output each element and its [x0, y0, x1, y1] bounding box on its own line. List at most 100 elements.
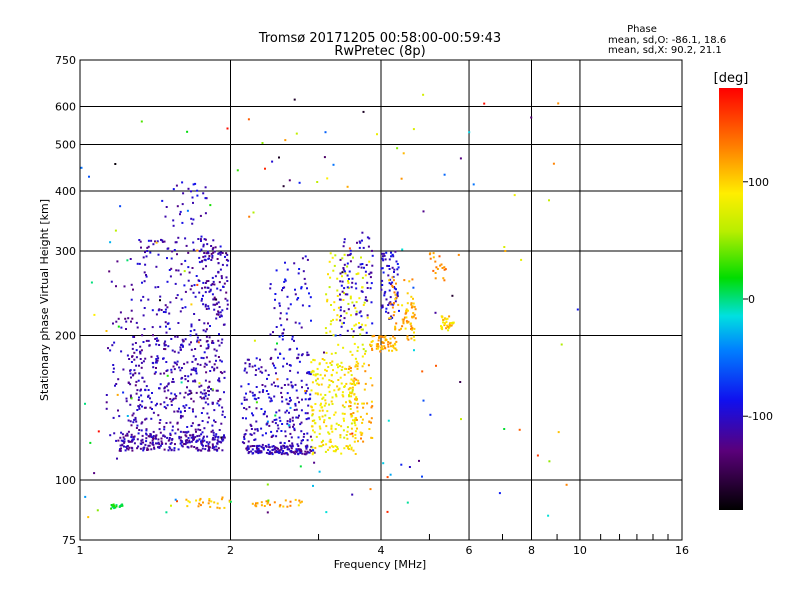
- echo-point: [203, 322, 206, 325]
- echo-point: [129, 372, 132, 375]
- echo-point: [278, 302, 281, 305]
- echo-point: [339, 309, 342, 312]
- echo-point: [175, 184, 178, 187]
- echo-point: [269, 400, 272, 403]
- echo-point: [361, 263, 364, 265]
- echo-point: [170, 371, 173, 374]
- echo-point: [274, 446, 277, 449]
- echo-point: [265, 500, 268, 503]
- echo-point: [121, 444, 124, 447]
- echo-point: [253, 393, 256, 396]
- echo-point: [255, 386, 258, 388]
- echo-point: [137, 445, 140, 448]
- echo-point: [171, 398, 174, 401]
- colorbar-label: [deg]: [714, 71, 749, 86]
- echo-point: [369, 488, 372, 491]
- echo-point: [141, 376, 144, 379]
- echo-point: [361, 402, 364, 405]
- echo-point: [342, 417, 345, 420]
- echo-point: [355, 363, 358, 366]
- echo-point: [388, 289, 391, 292]
- echo-point: [175, 395, 178, 397]
- echo-point: [226, 127, 229, 130]
- echo-point: [284, 430, 287, 433]
- echo-point: [503, 428, 506, 430]
- echo-point: [368, 420, 371, 423]
- echo-point: [211, 445, 214, 448]
- echo-point: [218, 440, 221, 443]
- echo-point: [403, 279, 406, 282]
- echo-point: [364, 350, 367, 353]
- echo-point: [316, 373, 319, 376]
- echo-point: [325, 351, 328, 354]
- echo-point: [217, 262, 220, 265]
- echo-point: [255, 357, 258, 360]
- echo-point: [363, 388, 366, 391]
- echo-point: [153, 447, 156, 450]
- echo-point: [383, 336, 386, 339]
- echo-point: [364, 298, 367, 301]
- echo-point: [190, 323, 193, 326]
- echo-point: [142, 449, 145, 452]
- echo-point: [278, 304, 281, 307]
- echo-point: [201, 287, 204, 290]
- echo-point: [164, 308, 167, 311]
- echo-point: [429, 257, 432, 260]
- echo-point: [163, 401, 166, 404]
- echo-point: [361, 343, 364, 346]
- echo-point: [280, 324, 283, 327]
- echo-point: [179, 213, 181, 216]
- echo-point: [215, 349, 218, 352]
- echo-point: [350, 314, 352, 317]
- echo-point: [171, 250, 174, 253]
- echo-point: [335, 395, 338, 398]
- echo-point: [354, 418, 356, 421]
- echo-point: [179, 392, 182, 395]
- echo-point: [316, 393, 319, 396]
- echo-point: [105, 330, 108, 332]
- echo-point: [198, 291, 201, 294]
- echo-point: [393, 286, 396, 288]
- echo-point: [132, 421, 135, 424]
- echo-point: [343, 317, 346, 320]
- echo-point: [187, 430, 190, 433]
- echo-point: [336, 363, 339, 366]
- y-tick-label: 600: [55, 101, 76, 114]
- echo-point: [171, 429, 174, 432]
- echo-point: [136, 424, 139, 427]
- echo-point: [286, 392, 289, 395]
- echo-point: [460, 418, 462, 421]
- echo-point: [304, 255, 307, 258]
- echo-point: [448, 315, 451, 318]
- echo-point: [128, 358, 131, 360]
- echo-point: [120, 439, 123, 442]
- echo-point: [391, 349, 394, 352]
- echo-point: [343, 292, 345, 294]
- echo-point: [428, 253, 431, 256]
- echo-point: [267, 499, 270, 502]
- echo-point: [388, 349, 390, 352]
- echo-point: [379, 335, 382, 338]
- echo-point: [145, 417, 148, 420]
- echo-point: [311, 414, 314, 417]
- echo-point: [129, 403, 132, 406]
- echo-point: [576, 308, 579, 311]
- echo-point: [355, 378, 358, 381]
- echo-point: [377, 339, 380, 342]
- echo-point: [193, 284, 196, 287]
- echo-point: [245, 398, 248, 401]
- echo-point: [199, 504, 202, 507]
- echo-point: [166, 404, 169, 407]
- echo-point: [207, 446, 210, 448]
- echo-point: [164, 435, 166, 438]
- echo-point: [324, 394, 327, 396]
- echo-point: [356, 241, 358, 244]
- echo-point: [445, 318, 448, 321]
- echo-point: [173, 410, 176, 413]
- echo-point: [119, 436, 122, 439]
- echo-point: [195, 440, 198, 443]
- echo-point: [314, 374, 317, 377]
- echo-point: [348, 270, 351, 273]
- echo-point: [355, 396, 358, 399]
- echo-point: [287, 403, 290, 406]
